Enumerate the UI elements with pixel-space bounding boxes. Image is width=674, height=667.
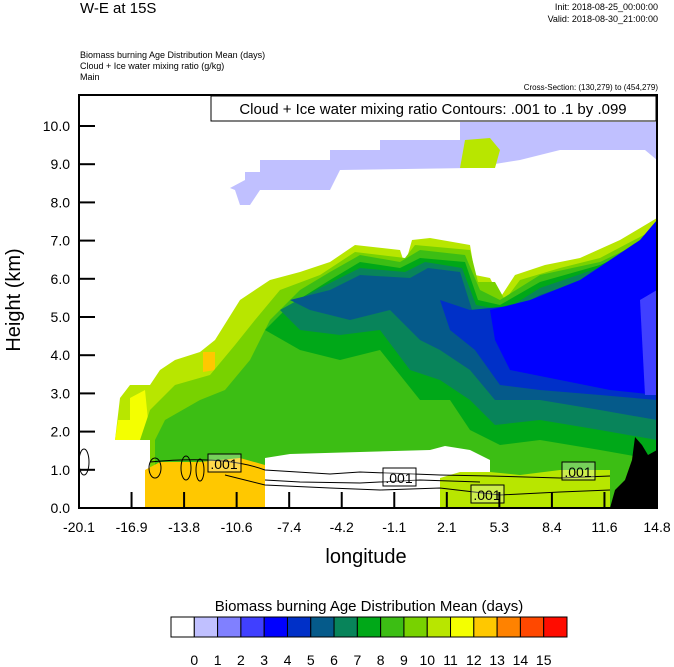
contour-label-box — [382, 467, 417, 487]
colorbar-swatch — [170, 616, 195, 638]
y-tick-label: 10.0 — [43, 118, 70, 134]
contour-label: .001 — [385, 470, 412, 486]
y-tick-label: 8.0 — [51, 194, 71, 210]
colorbar-swatch — [519, 616, 545, 638]
colorbar-swatch — [356, 616, 382, 638]
colorbar: 0 1 2 3 4 5 6 7 8 9 10 11 12 13 14 15 — [170, 616, 568, 667]
x-tick-label: 8.4 — [542, 519, 562, 535]
field-label-3: Main — [80, 72, 100, 82]
colorbar-label: 4 — [284, 652, 292, 667]
terrain-black — [610, 437, 657, 508]
colorbar-title: Biomass burning Age Distribution Mean (d… — [215, 598, 523, 615]
plot-frame — [78, 94, 658, 509]
contour-info-box — [210, 95, 657, 122]
colorbar-swatch — [286, 616, 312, 638]
y-axis-label: Height (km) — [3, 248, 25, 351]
x-tick-label: -10.6 — [221, 519, 253, 535]
colorbar-label: 0 — [190, 652, 198, 667]
colorbar-label: 8 — [377, 652, 385, 667]
y-tick-label: 6.0 — [51, 271, 71, 287]
colorbar-swatch — [193, 616, 219, 638]
x-tick-label: 5.3 — [490, 519, 510, 535]
field-label-2: Cloud + Ice water mixing ratio (g/kg) — [80, 61, 225, 71]
contour-line — [264, 479, 481, 484]
x-tick-label: 11.6 — [591, 519, 617, 535]
y-tick-label: 0.0 — [51, 500, 71, 516]
colorbar-label: 13 — [489, 652, 505, 667]
colorbar-label: 14 — [513, 652, 529, 667]
colorbar-label: 3 — [260, 652, 268, 667]
region-orange-surface — [145, 458, 265, 508]
contour-label: .001 — [210, 456, 237, 472]
colorbar-swatch — [217, 616, 242, 638]
x-tick-label: -4.2 — [330, 519, 354, 535]
contour-line — [149, 459, 611, 479]
colorbar-swatch — [496, 616, 521, 638]
contour-label-box — [561, 461, 596, 481]
colorbar-swatch — [403, 616, 428, 638]
colorbar-label: 10 — [419, 652, 435, 667]
y-axis: 0.0 1.0 2.0 3.0 4.0 5.0 6.0 7.0 8.0 9.0 10.0 — [43, 118, 95, 516]
init-time: Init: 2018-08-25_00:00:00 — [554, 2, 658, 12]
colorbar-swatch — [543, 616, 568, 638]
colorbar-swatch — [473, 616, 498, 638]
x-tick-label: -16.9 — [116, 519, 148, 535]
contour-label: .001 — [564, 464, 591, 480]
x-tick-label: -20.1 — [63, 519, 95, 535]
colorbar-label: 1 — [214, 652, 222, 667]
plot-title: W-E at 15S — [80, 0, 157, 17]
contour-label: .001 — [473, 487, 500, 503]
y-tick-label: 4.0 — [51, 347, 71, 363]
colorbar-label: 12 — [466, 652, 482, 667]
x-tick-label: -13.8 — [168, 519, 200, 535]
shaded-field — [79, 122, 657, 508]
valid-time: Valid: 2018-08-30_21:00:00 — [547, 14, 658, 24]
colorbar-swatch — [310, 616, 335, 638]
field-label-1: Biomass burning Age Distribution Mean (d… — [80, 50, 266, 60]
region-white-surface-left — [79, 440, 150, 508]
colorbar-label: 7 — [353, 652, 361, 667]
x-tick-label: 2.1 — [437, 519, 457, 535]
x-axis-label: longitude — [325, 546, 406, 568]
colorbar-label: 9 — [400, 652, 408, 667]
colorbar-swatch — [263, 616, 288, 638]
colorbar-label: 6 — [330, 652, 338, 667]
colorbar-label: 2 — [237, 652, 245, 667]
x-axis: -20.1 -16.9 -13.8 -10.6 -7.4 -4.2 -1.1 2.1 5.3 8.… — [63, 492, 671, 535]
contour-info-text: Cloud + Ice water mixing ratio Contours:… — [239, 101, 626, 118]
colorbar-swatch — [380, 616, 405, 638]
contour-line — [224, 474, 611, 496]
colorbar-label: 5 — [307, 652, 315, 667]
colorbar-swatch — [426, 616, 452, 638]
contour-labels: .001 .001 .001 .001 — [207, 453, 596, 504]
y-tick-label: 7.0 — [51, 233, 71, 249]
y-tick-label: 1.0 — [51, 462, 71, 478]
colorbar-label: 11 — [443, 652, 458, 667]
colorbar-label: 15 — [536, 652, 552, 667]
cross-section-label: Cross-Section: (130,279) to (454,279) — [523, 83, 658, 92]
x-tick-label: -1.1 — [382, 519, 406, 535]
y-tick-label: 5.0 — [51, 309, 71, 325]
x-tick-label: 14.8 — [643, 519, 670, 535]
colorbar-swatch — [450, 616, 475, 638]
contour-label-box — [470, 484, 505, 504]
colorbar-swatch — [240, 616, 265, 638]
y-tick-label: 9.0 — [51, 156, 71, 172]
region-white-surface-mid — [265, 446, 490, 508]
y-tick-label: 2.0 — [51, 424, 71, 440]
region-brightblue — [490, 220, 657, 395]
contour-label-box — [207, 453, 242, 473]
region-lavender-cloud — [230, 122, 657, 205]
x-tick-label: -7.4 — [277, 519, 301, 535]
y-tick-label: 3.0 — [51, 385, 71, 401]
colorbar-swatch — [333, 616, 358, 638]
